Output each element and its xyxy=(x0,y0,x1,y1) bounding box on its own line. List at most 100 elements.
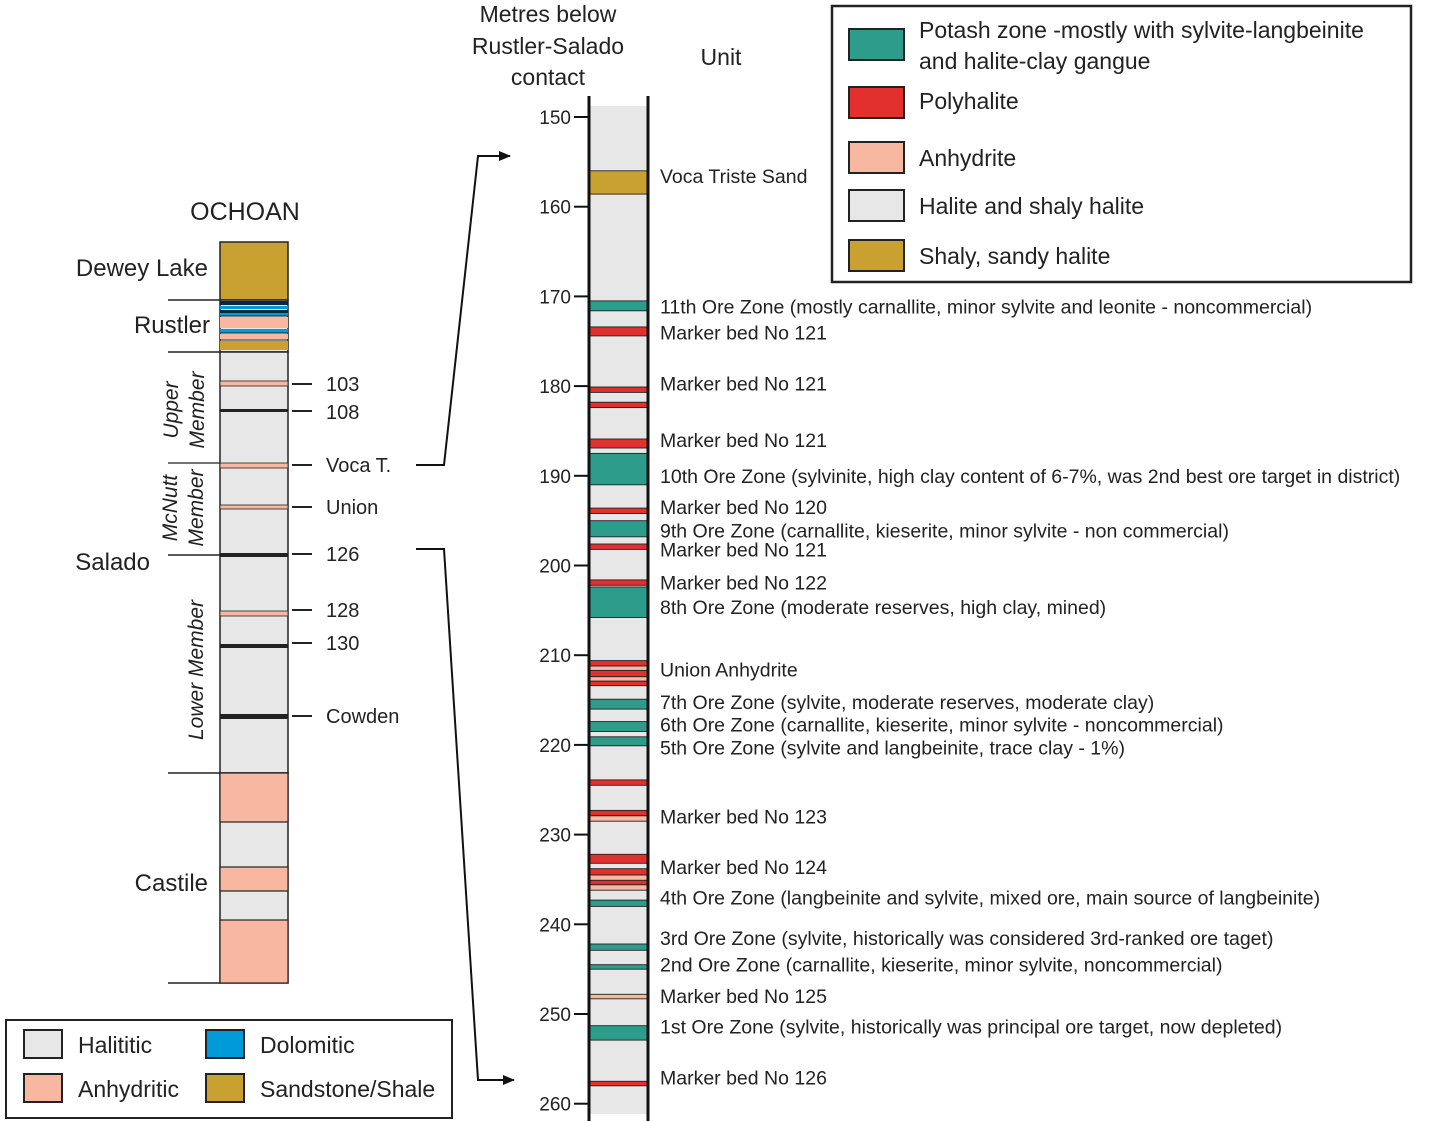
unit-label: 7th Ore Zone (sylvite, moderate reserves… xyxy=(660,692,1154,714)
depth-tick-label: 160 xyxy=(539,198,571,219)
member-upper-1: Upper xyxy=(160,380,183,438)
legend-label: Anhydrite xyxy=(919,145,1016,171)
bed-polyhalite xyxy=(589,438,648,449)
unit-label: Marker bed No 121 xyxy=(660,373,827,395)
unit-label: 9th Ore Zone (carnallite, kieserite, min… xyxy=(660,521,1229,543)
unit-label: Marker bed No 121 xyxy=(660,539,827,561)
bed-potash xyxy=(589,520,648,538)
legend-swatch-polyhalite xyxy=(848,86,905,119)
bed-polyhalite xyxy=(589,543,648,550)
depth-tick-label: 150 xyxy=(539,108,571,129)
legend-swatch-sandstone-shale xyxy=(205,1073,245,1103)
marker-label: 103 xyxy=(326,374,359,396)
unit-label: 1st Ore Zone (sylvite, historically was … xyxy=(660,1017,1282,1039)
marker-label: Union xyxy=(326,497,378,519)
unit-label: Union Anhydrite xyxy=(660,660,798,682)
marker-label: 128 xyxy=(326,600,359,622)
bed-polyhalite xyxy=(589,853,648,864)
rustler-unit xyxy=(219,299,289,353)
unit-labels: Voca Triste Sand 11th Ore Zone (mostly ca… xyxy=(660,166,1400,1089)
arrow-to-bottom xyxy=(416,548,515,1085)
lithology-legend: Halititic Dolomitic Anhydritic Sandstone… xyxy=(5,1019,453,1119)
bed-polyhalite xyxy=(589,669,648,678)
formation-castile: Castile xyxy=(135,870,208,897)
arrow-to-top xyxy=(416,151,511,466)
bed-polyhalite xyxy=(589,386,648,393)
bed-polyhalite xyxy=(589,879,648,886)
bed-potash xyxy=(589,300,648,312)
legend-label: Shaly, sandy halite xyxy=(919,243,1110,269)
bed-potash xyxy=(589,899,648,907)
depth-tick-label: 260 xyxy=(539,1095,571,1116)
marker-labels: 103 108 Voca T. Union 126 128 130 Cowden xyxy=(292,374,399,728)
marker-label: 108 xyxy=(326,402,359,424)
legend-swatch-potash xyxy=(848,28,905,61)
bed-potash xyxy=(589,736,648,747)
bed-legend: Potash zone -mostly with sylvite-langbei… xyxy=(830,4,1413,284)
bed-anhydrite xyxy=(589,874,648,881)
bed-polyhalite xyxy=(589,660,648,667)
unit-label: 4th Ore Zone (langbeinite and sylvite, m… xyxy=(660,887,1320,909)
bed-polyhalite xyxy=(589,809,648,817)
legend-label: Halititic xyxy=(78,1032,152,1058)
unit-label: 5th Ore Zone (sylvite and langbeinite, t… xyxy=(660,738,1125,760)
salado-unit xyxy=(219,351,289,774)
bed-anhydrite xyxy=(589,815,648,822)
bed-potash xyxy=(589,964,648,970)
bed-polyhalite xyxy=(589,507,648,514)
depth-tick-label: 170 xyxy=(539,287,571,308)
legend-label: Halite and shaly halite xyxy=(919,193,1144,219)
unit-label: Marker bed No 121 xyxy=(660,322,827,344)
bed-polyhalite xyxy=(589,401,648,409)
depth-header-line-3: contact xyxy=(511,64,586,90)
bed-anhydrite xyxy=(589,676,648,682)
legend-label: Anhydritic xyxy=(78,1076,179,1102)
depth-tick-label: 200 xyxy=(539,557,571,578)
depth-tick-label: 230 xyxy=(539,826,571,847)
depth-tick-label: 180 xyxy=(539,377,571,398)
member-mcnutt-2: Member xyxy=(185,468,208,546)
legend-label: Polyhalite xyxy=(919,88,1019,114)
legend-label: Sandstone/Shale xyxy=(260,1076,435,1102)
bed-anhydrite xyxy=(589,665,648,671)
bed-potash xyxy=(589,452,648,486)
depth-tick-label: 210 xyxy=(539,646,571,667)
unit-label: 10th Ore Zone (sylvinite, high clay cont… xyxy=(660,466,1400,488)
depth-tick-label: 240 xyxy=(539,915,571,936)
bed-potash xyxy=(589,721,648,732)
legend-swatch-halite xyxy=(848,189,905,222)
formation-dewey-lake: Dewey Lake xyxy=(76,255,208,282)
formation-rustler: Rustler xyxy=(134,312,210,339)
unit-label: Marker bed No 123 xyxy=(660,807,827,829)
bed-potash xyxy=(589,698,648,710)
dewey-lake-unit xyxy=(219,241,289,301)
marker-label: Voca T. xyxy=(326,455,391,477)
unit-label: Marker bed No 122 xyxy=(660,573,827,595)
legend-swatch-dolomitic xyxy=(205,1029,245,1059)
depth-tick-label: 220 xyxy=(539,736,571,757)
unit-label: 3rd Ore Zone (sylvite, historically was … xyxy=(660,928,1273,950)
unit-label: Marker bed No 121 xyxy=(660,430,827,452)
bed-potash xyxy=(589,586,648,618)
member-lower: Lower Member xyxy=(185,599,208,740)
bed-potash xyxy=(589,943,648,951)
bed-layers xyxy=(589,170,648,1087)
legend-label: Dolomitic xyxy=(260,1032,355,1058)
depth-tick-label: 190 xyxy=(539,467,571,488)
legend-label: Potash zone -mostly with sylvite-langbei… xyxy=(919,17,1364,43)
castile-unit xyxy=(219,772,289,984)
member-upper-2: Member xyxy=(186,370,209,448)
unit-label: Marker bed No 124 xyxy=(660,857,827,879)
detail-column: Metres below Rustler-Salado contact Unit… xyxy=(472,1,1400,1121)
depth-header-line-1: Metres below xyxy=(480,1,617,27)
depth-tick-label: 250 xyxy=(539,1005,571,1026)
marker-label: 126 xyxy=(326,544,359,566)
depth-axis: 150 160 170 180 190 200 210 220 230 240 250 260 xyxy=(539,108,589,1116)
column-title: OCHOAN xyxy=(190,198,300,226)
bed-polyhalite xyxy=(589,326,648,337)
member-mcnutt-1: McNutt xyxy=(159,474,182,542)
unit-label: Marker bed No 126 xyxy=(660,1068,827,1090)
bed-anhydrite xyxy=(589,993,648,1000)
general-column: OCHOAN xyxy=(75,198,399,984)
